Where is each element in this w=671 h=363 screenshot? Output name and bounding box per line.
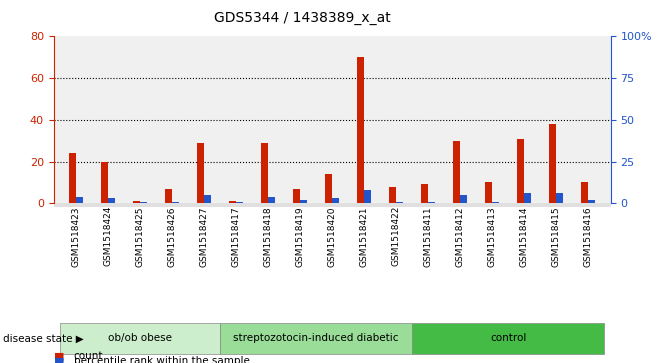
Text: control: control [490,334,526,343]
Bar [556,193,563,203]
Bar [101,162,108,203]
Bar [197,143,204,203]
Bar [293,189,300,203]
Bar [364,190,371,203]
Bar [261,143,268,203]
Bar [76,197,83,203]
Bar [69,153,76,203]
Bar [268,197,275,203]
Bar [524,193,531,203]
Bar [428,201,435,203]
Bar [236,201,243,203]
Bar [517,139,524,203]
Bar [453,140,460,203]
Text: count: count [74,351,103,362]
Bar [325,174,332,203]
Text: percentile rank within the sample: percentile rank within the sample [74,356,250,363]
Bar [588,200,595,203]
Bar [581,182,588,203]
Bar [421,184,428,203]
Bar [493,201,499,203]
Text: streptozotocin-induced diabetic: streptozotocin-induced diabetic [234,334,399,343]
Bar [165,189,172,203]
Text: GDS5344 / 1438389_x_at: GDS5344 / 1438389_x_at [213,11,391,25]
Text: ■: ■ [54,351,64,362]
Bar [485,182,493,203]
Bar [300,200,307,203]
Text: disease state ▶: disease state ▶ [3,334,84,343]
Bar [396,201,403,203]
Bar [229,201,236,203]
Bar [108,198,115,203]
Bar [357,57,364,203]
Bar [204,195,211,203]
Text: ob/ob obese: ob/ob obese [108,334,172,343]
Bar [460,195,467,203]
Bar [389,187,396,203]
Bar [549,124,556,203]
Bar [133,201,140,203]
Bar [332,198,339,203]
Text: ■: ■ [54,356,64,363]
Bar [172,201,179,203]
